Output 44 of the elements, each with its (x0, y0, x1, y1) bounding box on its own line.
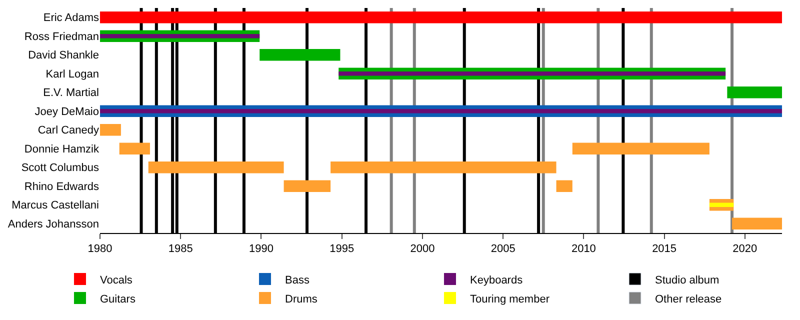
legend-label: Studio album (655, 274, 720, 286)
y-tick-label: Donnie Hamzik (24, 143, 100, 156)
bar (284, 180, 331, 192)
x-tick-label: 1995 (330, 243, 354, 256)
bar (100, 124, 121, 136)
y-tick-label: Carl Canedy (38, 124, 100, 137)
x-tick-label: 1990 (248, 243, 274, 256)
x-tick-label: 1980 (88, 243, 112, 256)
legend-label: Keyboards (470, 274, 524, 286)
y-tick-label: Marcus Castellani (12, 200, 99, 212)
bar (556, 180, 572, 192)
bar (727, 86, 782, 98)
legend-label: Drums (285, 293, 318, 306)
legend-label: Guitars (100, 293, 136, 306)
bar (338, 72, 726, 76)
y-tick-label: Karl Logan (46, 68, 99, 80)
bar (148, 162, 284, 174)
y-tick-label: Joey DeMaio (34, 106, 99, 118)
y-tick-label: Scott Columbus (21, 162, 100, 174)
y-tick-label: David Shankle (28, 50, 99, 62)
y-tick-label: Ross Friedman (24, 30, 99, 43)
bar (330, 162, 556, 174)
bar (100, 109, 782, 114)
legend-label: Touring member (470, 293, 550, 306)
x-tick-label: 1985 (168, 243, 193, 256)
y-tick-label: Eric Adams (43, 12, 100, 24)
legend-label: Other release (655, 293, 722, 306)
y-tick-label: E.V. Martial (43, 87, 99, 100)
x-tick-label: 2000 (410, 243, 435, 256)
bar (100, 34, 260, 38)
bar (119, 142, 150, 154)
bar (732, 218, 782, 230)
x-tick-label: 2010 (571, 243, 596, 256)
bar (709, 202, 734, 207)
bar (100, 12, 782, 24)
bar (572, 142, 710, 154)
bar (260, 49, 340, 61)
y-tick-label: Rhino Edwards (24, 180, 100, 193)
legend-label: Vocals (100, 274, 133, 286)
x-tick-label: 2015 (652, 243, 677, 256)
legend-label: Bass (285, 274, 310, 286)
x-tick-label: 2005 (490, 243, 516, 256)
y-tick-label: Anders Johansson (8, 218, 99, 230)
x-tick-label: 2020 (732, 243, 758, 256)
